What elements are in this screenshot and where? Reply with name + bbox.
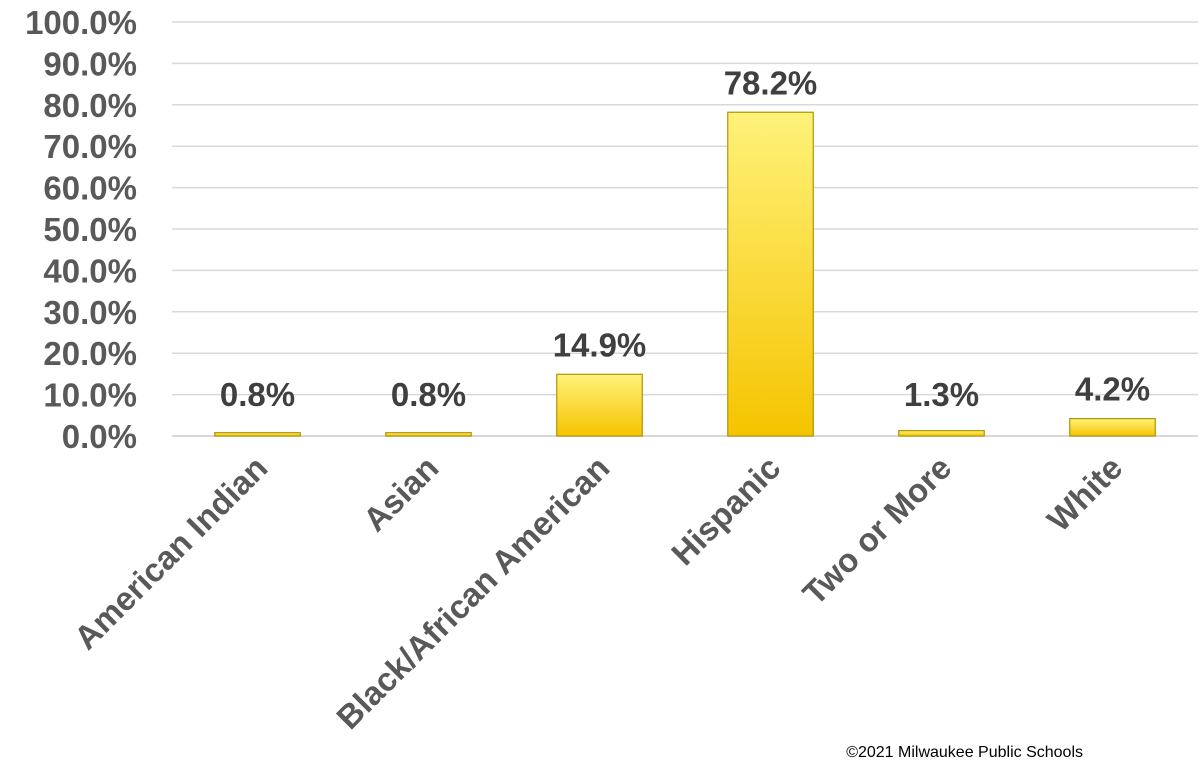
data-labels: 0.8% 0.8% 14.9% 78.2% 1.3% 4.2%: [220, 64, 1150, 413]
data-label: 1.3%: [904, 376, 979, 413]
x-category-label: Two or More: [795, 449, 958, 612]
x-category-label: Hispanic: [664, 449, 787, 572]
x-category-label: Asian: [356, 449, 446, 539]
x-category-label: White: [1040, 449, 1130, 539]
data-label: 4.2%: [1075, 371, 1150, 408]
data-label: 0.8%: [220, 376, 295, 413]
bar: [214, 432, 301, 437]
x-category-label: American Indian: [67, 449, 275, 657]
y-tick-label: 30.0%: [43, 294, 137, 331]
y-tick-label: 20.0%: [43, 335, 137, 372]
bar: [1069, 418, 1156, 437]
copyright-text: ©2021 Milwaukee Public Schools: [846, 744, 1083, 761]
bars: [214, 111, 1156, 437]
data-label: 78.2%: [724, 64, 818, 101]
y-axis-tick-labels: 0.0% 10.0% 20.0% 30.0% 40.0% 50.0% 60.0% 70.0% 8…: [25, 4, 137, 455]
y-tick-label: 10.0%: [43, 377, 137, 414]
gridlines: [172, 21, 1198, 437]
y-tick-label: 60.0%: [43, 170, 137, 207]
data-label: 14.9%: [553, 326, 647, 363]
bar: [727, 111, 814, 437]
bar: [898, 430, 985, 437]
y-tick-label: 100.0%: [25, 4, 137, 41]
data-label: 0.8%: [391, 376, 466, 413]
y-tick-label: 50.0%: [43, 211, 137, 248]
y-tick-label: 90.0%: [43, 45, 137, 82]
bar: [385, 432, 472, 437]
x-category-label: Black/African American: [329, 449, 616, 736]
y-tick-label: 40.0%: [43, 252, 137, 289]
y-tick-label: 0.0%: [62, 418, 137, 455]
y-tick-label: 80.0%: [43, 87, 137, 124]
bar: [556, 373, 643, 437]
y-tick-label: 70.0%: [43, 128, 137, 165]
